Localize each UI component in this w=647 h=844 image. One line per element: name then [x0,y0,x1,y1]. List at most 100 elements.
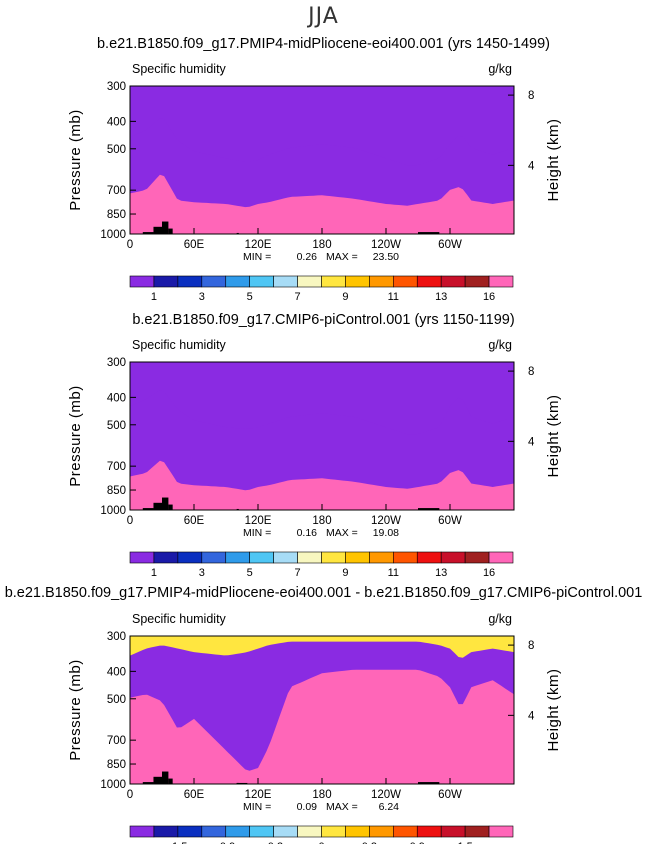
land-mask [418,232,440,234]
x-tick-label: 60E [184,515,205,527]
colorbar-swatch [273,275,298,288]
min-value: 0.16 [297,527,318,539]
colorbar-swatch [488,551,514,564]
x-tick-label: 120W [371,515,401,527]
land-mask [236,508,239,510]
y-tick-label: 850 [107,485,126,497]
colorbar-label: 1 [151,567,157,576]
colorbar-label: 16 [483,567,495,576]
colorbar-label: 13 [435,567,447,576]
ylabel-right: Height (km) [545,118,562,201]
y-tick-label: 300 [107,357,126,369]
land-mask [236,232,239,234]
colorbar-label: 0.9 [410,841,425,844]
colorbar-swatch [488,825,514,838]
max-value: 19.08 [373,527,399,539]
colorbar-swatch [440,275,466,288]
colorbar-swatch [297,551,322,564]
plot-area [130,636,514,784]
colorbar-label: 7 [295,567,301,576]
y-tick-label: 700 [107,461,126,473]
colorbar-swatch [440,551,466,564]
colorbar-swatch [249,275,274,288]
y-tick-label: 300 [107,631,126,643]
colorbar-swatch [345,275,370,288]
colorbar-swatch [488,275,514,288]
y-tick-label: 1000 [100,779,126,791]
land-mask [418,508,440,510]
colorbar-swatch [416,825,442,838]
colorbar-label: 11 [388,567,399,576]
colorbar-swatch [440,825,466,838]
y-tick-label: 1000 [100,505,126,517]
colorbar-label: 9 [342,291,348,300]
colorbar-swatch [464,275,490,288]
y-tick-right-label: 4 [528,436,535,448]
season-title: JJA [308,4,339,29]
units-label: g/kg [488,338,512,352]
colorbar-label: 5 [247,567,253,576]
y-tick-label: 400 [107,392,126,404]
x-tick-label: 60W [438,515,462,527]
x-tick-label: 0 [127,239,133,251]
land-mask [153,776,162,784]
panel-3-title: b.e21.B1850.f09_g17.PMIP4-midPliocene-eo… [4,585,643,601]
y-tick-label: 500 [107,694,126,706]
colorbar-label: 3 [199,291,205,300]
colorbar-label: 9 [342,567,348,576]
x-tick-label: 180 [312,789,331,801]
land-mask [162,497,169,510]
colorbar-label: -0.3 [264,841,283,844]
colorbar-label: 11 [388,291,399,300]
x-tick-label: 0 [127,789,133,801]
colorbar-swatch [273,825,298,838]
colorbar-swatch [369,825,394,838]
y-tick-label: 850 [107,759,126,771]
min-label: MIN = [243,527,271,539]
panel-1-title: b.e21.B1850.f09_g17.PMIP4-midPliocene-eo… [96,36,551,52]
colorbar-swatch [177,825,203,838]
colorbar-label: 3 [199,567,205,576]
y-tick-label: 700 [107,735,126,747]
land-mask [168,228,173,234]
land-mask [162,221,169,234]
colorbar-label: 0 [318,841,324,844]
land-mask [168,778,173,784]
y-tick-label: 850 [107,209,126,221]
x-tick-label: 60W [438,239,462,251]
y-tick-label: 500 [107,420,126,432]
colorbar-swatch [273,551,298,564]
ylabel: Pressure (mb) [67,109,84,211]
y-tick-right-label: 4 [528,160,535,172]
units-label: g/kg [488,62,512,76]
colorbar-swatch [153,825,179,838]
colorbar-swatch [321,825,346,838]
colorbar-label: 5 [247,291,253,300]
field-top [130,362,514,435]
max-label: MAX = [326,801,358,813]
y-tick-label: 700 [107,185,126,197]
min-value: 0.26 [297,251,318,263]
x-tick-label: 120W [371,789,401,801]
colorbar-swatch [225,551,250,564]
colorbar-swatch [464,551,490,564]
panel-2-title: b.e21.B1850.f09_g17.CMIP6-piControl.001 … [132,312,515,328]
colorbar-label: 1.5 [457,841,472,844]
x-tick-label: 120E [245,515,272,527]
colorbar-swatch [177,275,203,288]
colorbar-swatch [321,275,346,288]
colorbar-swatch [201,551,227,564]
colorbar-swatch [201,275,227,288]
colorbar-label: 13 [435,291,447,300]
colorbar-swatch [416,551,442,564]
plot-area [130,362,514,510]
colorbar-label: 0.3 [362,841,377,844]
colorbar-swatch [153,275,179,288]
panel-1-chart: Specific humidity g/kg3004005007008501000… [67,62,562,300]
y-tick-label: 1000 [100,229,126,241]
min-label: MIN = [243,251,271,263]
colorbar-swatch [345,825,370,838]
land-mask [418,782,440,784]
x-tick-label: 180 [312,239,331,251]
ylabel-right: Height (km) [545,668,562,751]
